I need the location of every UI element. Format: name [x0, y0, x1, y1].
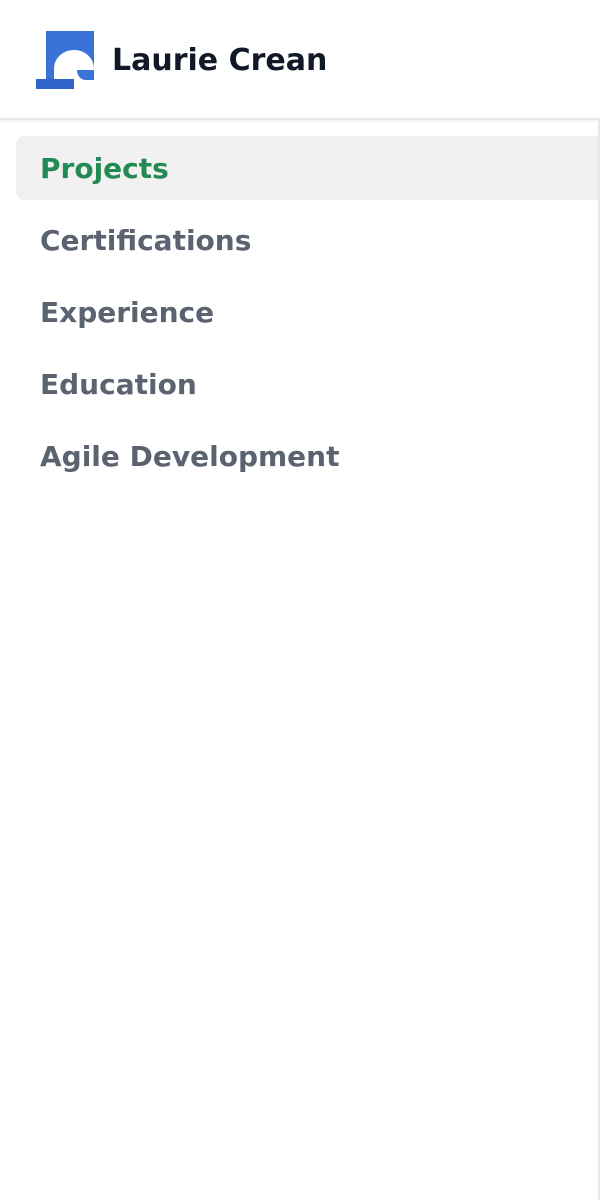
sidebar-item-education[interactable]: Education	[40, 368, 197, 401]
sidebar-right-border	[598, 120, 600, 1200]
sidebar-item-agile-development[interactable]: Agile Development	[40, 440, 340, 473]
sidebar-item-projects[interactable]: Projects	[16, 136, 598, 200]
sidebar-header: Laurie Crean	[0, 0, 600, 120]
brand-name: Laurie Crean	[112, 43, 328, 78]
sidebar-item-experience[interactable]: Experience	[40, 296, 215, 329]
sidebar-item-certifications[interactable]: Certifications	[40, 224, 252, 257]
brand-logo-icon[interactable]	[36, 31, 94, 89]
sidebar-navigation: Projects Certifications Experience Educa…	[16, 136, 598, 496]
